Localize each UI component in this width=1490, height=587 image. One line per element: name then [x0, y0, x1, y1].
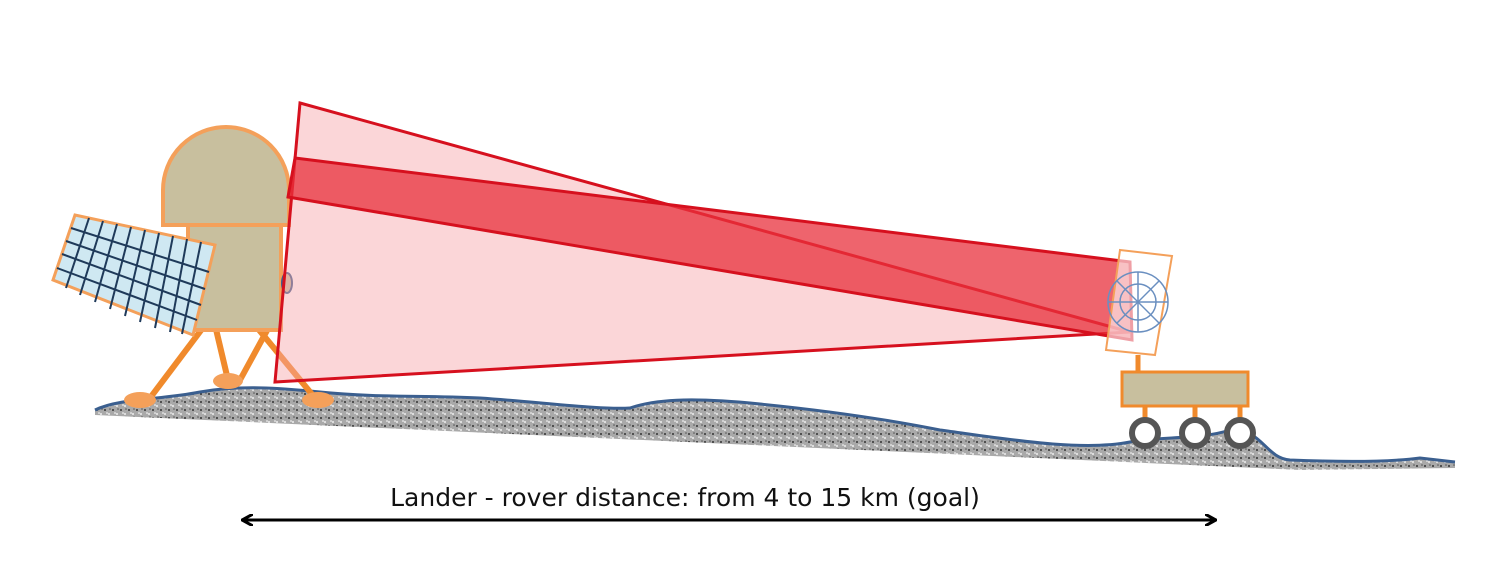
solar-panel — [51, 213, 217, 338]
distance-label: Lander - rover distance: from 4 to 15 km… — [390, 483, 980, 512]
rover — [1104, 248, 1256, 449]
laser-beams — [273, 101, 1134, 384]
lander — [51, 125, 334, 408]
